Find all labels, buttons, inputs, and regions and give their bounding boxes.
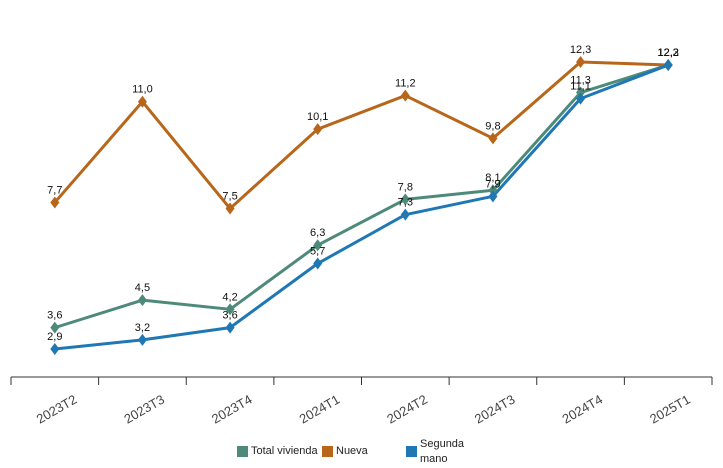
data-point bbox=[225, 303, 235, 316]
legend-label-segunda: Segunda bbox=[420, 438, 465, 450]
legend-label-nueva: Nueva bbox=[336, 445, 368, 457]
data-point bbox=[400, 208, 410, 221]
legend-swatch-segunda-mano bbox=[406, 446, 417, 457]
data-point bbox=[225, 321, 235, 334]
data-point bbox=[137, 294, 147, 307]
legend-item-segunda-mano[interactable]: Segunda mano bbox=[406, 437, 464, 467]
data-label: 3,2 bbox=[135, 322, 150, 334]
data-label: 5,7 bbox=[310, 246, 325, 258]
data-label: 7,7 bbox=[47, 184, 62, 196]
data-point bbox=[50, 196, 60, 209]
data-point bbox=[576, 56, 586, 68]
data-point bbox=[400, 89, 410, 102]
legend-label-total-vivienda: Total vivienda bbox=[251, 445, 318, 457]
data-label: 11,2 bbox=[395, 78, 416, 90]
data-point bbox=[488, 190, 498, 203]
data-point bbox=[488, 132, 498, 145]
data-label: 10,1 bbox=[307, 111, 328, 123]
legend-swatch-nueva bbox=[322, 446, 333, 457]
data-point bbox=[50, 343, 60, 355]
x-tick-label: 2024T1 bbox=[297, 392, 343, 427]
data-point bbox=[313, 239, 323, 252]
data-label: 11,0 bbox=[132, 84, 153, 96]
x-tick-label: 2023T3 bbox=[121, 392, 167, 427]
data-label: 4,2 bbox=[222, 291, 237, 303]
legend-item-nueva[interactable]: Nueva bbox=[322, 444, 368, 459]
data-point bbox=[488, 184, 498, 197]
data-label: 4,5 bbox=[135, 282, 150, 294]
data-point bbox=[663, 59, 673, 72]
data-label: 11,3 bbox=[570, 75, 591, 87]
data-label: 2,9 bbox=[47, 331, 62, 343]
legend-swatch-total-vivienda bbox=[237, 446, 248, 457]
data-label: 7,5 bbox=[222, 191, 237, 203]
data-label: 8,1 bbox=[485, 172, 500, 184]
data-point bbox=[313, 123, 323, 136]
data-point bbox=[576, 92, 586, 105]
series-line-nueva bbox=[53, 60, 669, 211]
data-label: 7,8 bbox=[398, 181, 413, 193]
data-label: 12,2 bbox=[657, 47, 678, 59]
data-label: 9,8 bbox=[485, 120, 500, 132]
data-label: 11,1 bbox=[570, 81, 591, 93]
data-label: 12,3 bbox=[657, 47, 678, 59]
data-point bbox=[576, 86, 586, 99]
line-chart: 2023T2 2023T3 2023T4 2024T1 2024T2 2024T3 2024… bbox=[10, 44, 713, 427]
data-label: 6,3 bbox=[310, 227, 325, 239]
series-line-total-vivienda bbox=[54, 63, 669, 330]
data-label: 3,6 bbox=[222, 310, 237, 322]
legend-label-mano: mano bbox=[420, 453, 448, 465]
x-axis: 2023T2 2023T3 2023T4 2024T1 2024T2 2024T3 2024… bbox=[10, 376, 713, 427]
data-point bbox=[225, 202, 235, 215]
data-point bbox=[50, 321, 60, 334]
data-point bbox=[137, 95, 147, 108]
data-label: 12,3 bbox=[570, 44, 591, 56]
series-markers bbox=[50, 56, 673, 355]
data-label: 12,2 bbox=[657, 47, 678, 59]
x-tick-label: 2025T1 bbox=[647, 392, 693, 427]
series-lines bbox=[53, 60, 669, 351]
legend: Total vivienda Nueva Segunda mano bbox=[0, 434, 723, 468]
x-tick-label: 2023T4 bbox=[209, 392, 255, 427]
data-labels: 3,6 4,5 4,2 6,3 7,8 8,1 11,3 12,2 7,7 11,0 7,5 10,1… bbox=[47, 44, 679, 343]
data-label: 7,3 bbox=[398, 197, 413, 209]
x-tick-label: 2024T4 bbox=[559, 392, 605, 427]
data-point bbox=[400, 193, 410, 206]
data-label: 3,6 bbox=[47, 310, 62, 322]
x-tick-label: 2024T3 bbox=[472, 392, 518, 427]
x-tick-label: 2024T2 bbox=[384, 392, 430, 427]
data-point bbox=[313, 257, 323, 270]
legend-label-segunda-mano-wrap: Segunda mano bbox=[420, 437, 464, 467]
x-tick-label: 2023T2 bbox=[34, 392, 80, 427]
data-point bbox=[137, 333, 147, 346]
legend-item-total-vivienda[interactable]: Total vivienda bbox=[237, 444, 318, 459]
data-label: 7,9 bbox=[485, 178, 500, 190]
series-line-segunda-mano bbox=[54, 63, 669, 351]
